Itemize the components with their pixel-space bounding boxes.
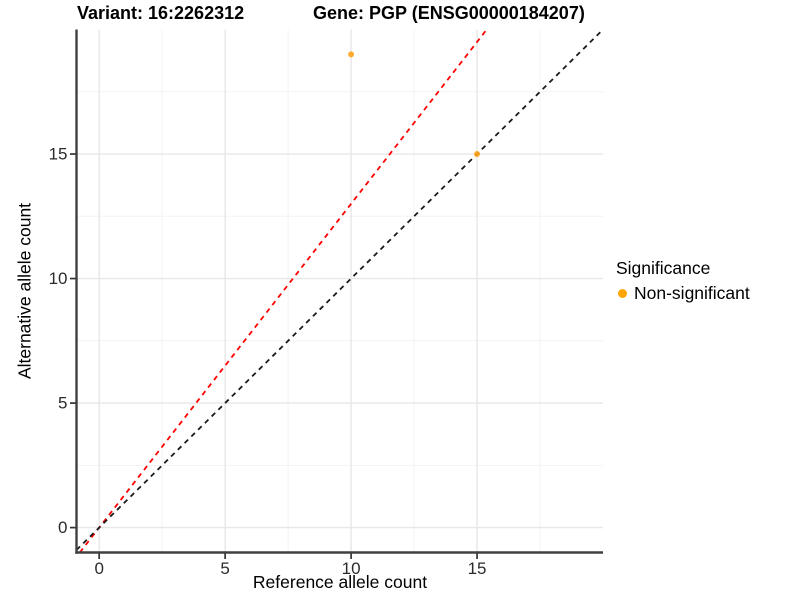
legend-item-label: Non-significant: [634, 283, 750, 303]
legend: Significance Non-significant: [616, 258, 750, 304]
identity-line: [75, 28, 604, 551]
y-tick-label: 15: [49, 145, 68, 164]
y-tick-label: 5: [58, 394, 67, 413]
expected-ratio-line: [79, 28, 488, 554]
legend-item-non-significant: Non-significant: [618, 283, 750, 304]
y-tick-label: 10: [49, 269, 68, 288]
x-tick-label: 0: [94, 559, 103, 578]
legend-point-swatch: [618, 289, 627, 298]
data-point: [474, 151, 481, 158]
data-point: [348, 51, 355, 58]
x-tick-label: 5: [220, 559, 229, 578]
y-axis-title: Alternative allele count: [14, 202, 35, 380]
legend-title: Significance: [616, 258, 711, 278]
x-axis-title: Reference allele count: [252, 572, 428, 592]
x-tick-label: 10: [342, 559, 361, 578]
plot-title-gene: Gene: PGP (ENSG00000184207): [313, 3, 585, 23]
y-tick-label: 0: [58, 518, 67, 537]
plot-title-variant: Variant: 16:2262312: [77, 3, 245, 23]
x-tick-label: 15: [468, 559, 487, 578]
